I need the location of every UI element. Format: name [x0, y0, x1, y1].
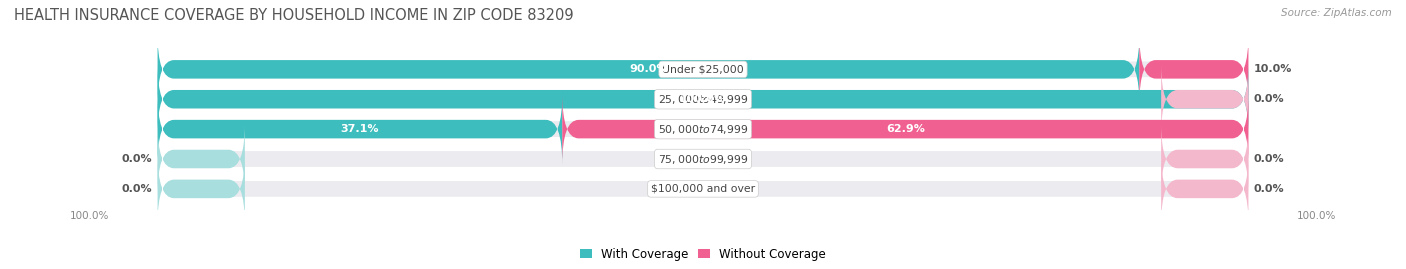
Text: 0.0%: 0.0% [1254, 94, 1285, 104]
FancyBboxPatch shape [1161, 123, 1249, 194]
FancyBboxPatch shape [1161, 153, 1249, 224]
Text: 100.0%: 100.0% [681, 94, 725, 104]
Legend: With Coverage, Without Coverage: With Coverage, Without Coverage [575, 243, 831, 265]
FancyBboxPatch shape [157, 94, 562, 165]
Text: 0.0%: 0.0% [121, 184, 152, 194]
Text: $100,000 and over: $100,000 and over [651, 184, 755, 194]
Text: $75,000 to $99,999: $75,000 to $99,999 [658, 153, 748, 165]
Text: $50,000 to $74,999: $50,000 to $74,999 [658, 123, 748, 136]
Text: 10.0%: 10.0% [1254, 64, 1292, 74]
Text: 62.9%: 62.9% [886, 124, 925, 134]
FancyBboxPatch shape [157, 153, 1249, 224]
Text: 100.0%: 100.0% [1296, 211, 1336, 221]
Text: 0.0%: 0.0% [121, 154, 152, 164]
FancyBboxPatch shape [157, 123, 1249, 194]
Text: Source: ZipAtlas.com: Source: ZipAtlas.com [1281, 8, 1392, 18]
FancyBboxPatch shape [157, 34, 1249, 105]
FancyBboxPatch shape [157, 153, 245, 224]
Text: 0.0%: 0.0% [1254, 154, 1285, 164]
Text: Under $25,000: Under $25,000 [662, 64, 744, 74]
Text: 0.0%: 0.0% [1254, 184, 1285, 194]
Text: 100.0%: 100.0% [70, 211, 110, 221]
FancyBboxPatch shape [562, 94, 1249, 165]
Text: $25,000 to $49,999: $25,000 to $49,999 [658, 93, 748, 106]
FancyBboxPatch shape [1161, 64, 1249, 135]
Text: 90.0%: 90.0% [630, 64, 668, 74]
FancyBboxPatch shape [157, 34, 1139, 105]
FancyBboxPatch shape [157, 123, 245, 194]
FancyBboxPatch shape [157, 94, 1249, 165]
Text: HEALTH INSURANCE COVERAGE BY HOUSEHOLD INCOME IN ZIP CODE 83209: HEALTH INSURANCE COVERAGE BY HOUSEHOLD I… [14, 8, 574, 23]
Text: 37.1%: 37.1% [340, 124, 380, 134]
FancyBboxPatch shape [157, 64, 1249, 135]
FancyBboxPatch shape [157, 64, 1249, 135]
FancyBboxPatch shape [1139, 34, 1249, 105]
